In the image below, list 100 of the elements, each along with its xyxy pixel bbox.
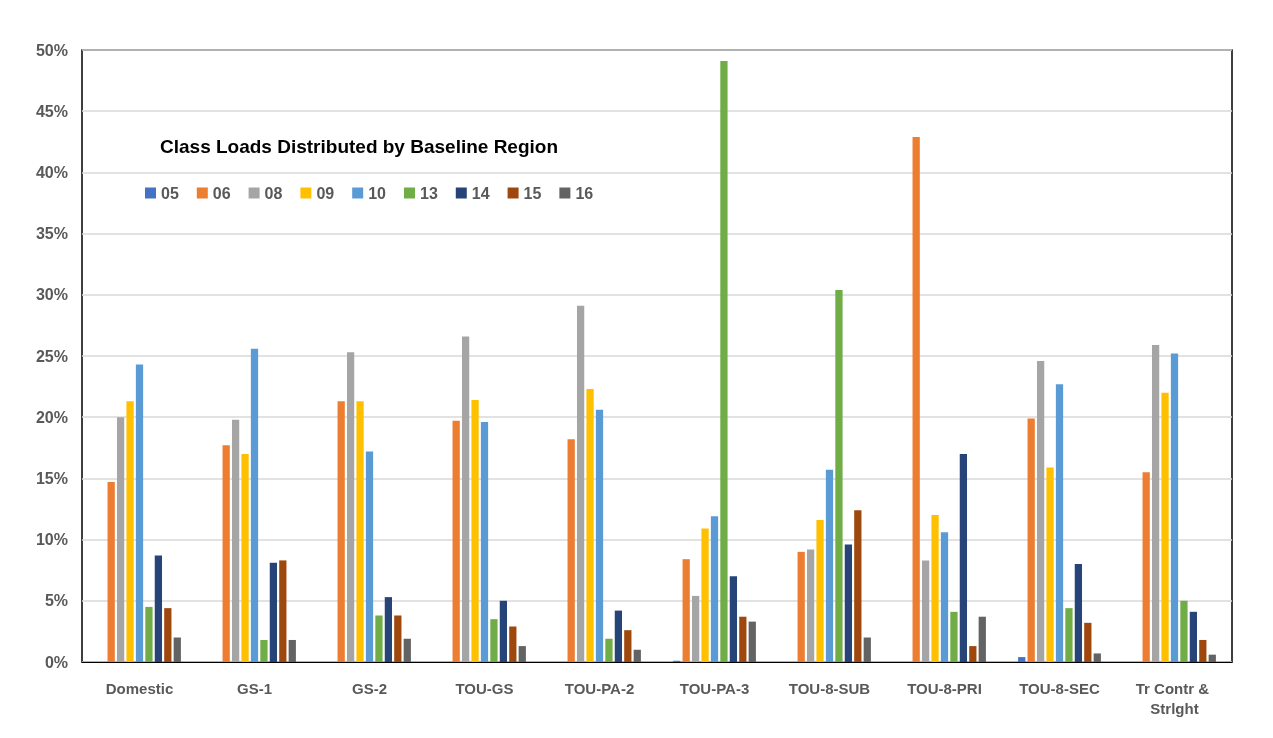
y-tick-label: 50% [35,41,68,59]
bar [403,638,411,662]
bar [748,621,756,662]
y-tick-label: 45% [35,102,68,120]
bar [490,619,498,662]
bar [605,638,613,662]
legend-label: 06 [212,184,231,202]
bar [509,626,517,662]
bar [288,639,296,662]
bar [710,516,719,662]
y-tick-label: 0% [44,653,68,671]
y-tick-label: 25% [35,347,68,365]
bar [269,562,278,662]
x-tick-label: TOU-PA-3 [679,679,750,697]
bar [346,352,355,662]
bar [1170,353,1179,662]
bar [931,515,939,662]
legend-label: 05 [161,184,179,202]
x-tick-label: TOU-PA-2 [564,679,635,697]
bar [384,597,393,662]
bar [816,520,824,662]
bar [250,348,259,662]
bar [260,639,268,662]
bar [844,544,853,662]
bar [691,595,700,662]
bar [1180,600,1188,662]
x-tick-label: TOU-8-PRI [907,679,982,697]
bar [978,616,986,662]
bar [969,646,977,662]
bar [633,649,641,662]
bar [1142,472,1150,662]
bar [356,401,364,662]
bar [1151,344,1160,662]
y-tick-label: 15% [35,469,68,487]
bar [1027,418,1035,662]
legend-label: 16 [575,184,594,202]
bar [365,451,374,662]
bar [797,551,805,662]
bar [806,549,815,662]
bar [720,61,728,662]
bar [682,559,690,662]
bar [1208,654,1216,662]
bar [863,637,871,662]
bar [394,615,402,662]
bar [567,439,575,662]
bar [576,305,585,662]
bar [701,528,709,662]
bar [854,510,862,662]
bar [231,419,240,662]
bar [1065,608,1073,662]
bar [116,417,125,662]
bar [1074,564,1083,662]
bar [471,400,479,662]
bar [950,611,958,662]
bar [452,420,460,662]
bar [1093,653,1101,662]
bar [499,600,508,662]
x-tick-label: Tr Contr & Strlght [1135,679,1214,717]
bar [518,646,526,662]
bar [825,469,834,662]
x-tick-label: TOU-8-SEC [1019,679,1100,697]
bar [375,615,383,662]
legend-label: 13 [419,184,438,202]
bar [279,560,287,662]
bar [624,630,632,662]
bar [480,422,489,662]
bar [940,532,949,662]
legend-label: 08 [264,184,283,202]
legend-label: 10 [368,184,387,202]
bar [1055,384,1064,662]
bar [739,616,747,662]
x-tick-label: GS-1 [236,679,273,697]
legend-label: 09 [316,184,335,202]
bar [337,401,345,662]
bar [164,608,172,662]
bar [1084,622,1092,662]
bar [461,336,470,662]
x-tick-label: GS-2 [351,679,388,697]
bar [241,453,249,662]
y-tick-label: 40% [35,163,68,181]
bar [912,136,920,662]
bar [1036,360,1045,662]
legend-label: 14 [471,184,490,202]
bar [595,409,604,662]
x-tick-label: Domestic [105,679,174,697]
bar [126,401,134,662]
y-tick-label: 35% [35,225,68,243]
y-tick-label: 5% [44,592,68,610]
bar [154,555,163,662]
bar [586,389,594,662]
legend-label: 15 [523,184,542,202]
bar [959,453,968,662]
bar [614,610,623,662]
x-tick-label: TOU-GS [455,679,514,697]
bar [835,289,843,662]
bar [729,576,738,662]
bar [1199,639,1207,662]
bar [135,364,144,662]
bar [1161,392,1169,662]
bar [921,560,930,662]
